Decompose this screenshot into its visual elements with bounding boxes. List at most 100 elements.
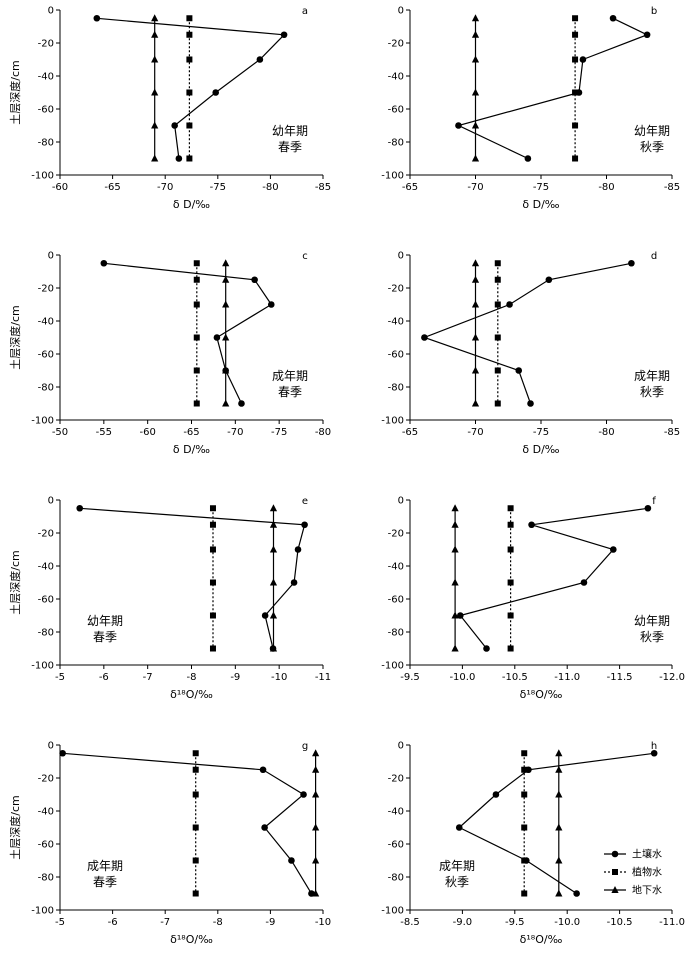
data-point-square <box>507 505 514 512</box>
x-tick-label: -7 <box>143 672 153 683</box>
data-point-circle <box>256 56 264 63</box>
data-point-triangle <box>222 300 230 308</box>
data-point-square <box>192 766 199 773</box>
panel-letter: a <box>302 6 308 17</box>
data-point-circle <box>580 579 588 586</box>
season-label: 春季 <box>278 140 302 154</box>
data-point-circle <box>290 579 298 586</box>
x-tick-label: -9.5 <box>400 672 420 683</box>
series-line-circle <box>96 17 286 159</box>
data-point-triangle <box>269 644 278 652</box>
season-label: 秋季 <box>640 630 664 644</box>
x-tick-label: -10.0 <box>449 672 475 683</box>
panel-letter: c <box>302 251 308 262</box>
data-point-triangle <box>312 749 320 757</box>
data-point-square <box>494 400 501 407</box>
data-point-circle <box>650 749 658 757</box>
data-point-triangle <box>555 765 563 773</box>
data-point-circle <box>100 259 108 267</box>
legend-label: 地下水 <box>632 884 662 897</box>
data-point-square <box>521 750 528 757</box>
x-tick-label: -75 <box>533 182 549 193</box>
y-tick-label: -80 <box>388 873 404 884</box>
data-point-circle <box>610 546 617 553</box>
y-tick-label: -60 <box>38 105 54 116</box>
series-line-circle <box>79 507 306 649</box>
x-tick-label: -65 <box>402 427 418 438</box>
data-point-triangle <box>151 121 159 129</box>
y-tick-label: -20 <box>388 284 404 295</box>
data-point-triangle <box>451 578 459 586</box>
x-tick-label: -70 <box>227 427 243 438</box>
data-point-square <box>193 367 200 374</box>
data-point-circle <box>251 276 258 284</box>
data-point-square <box>494 301 501 308</box>
y-tick-label: -40 <box>388 807 404 818</box>
y-tick-label: -60 <box>388 595 404 606</box>
data-point-circle <box>455 122 462 129</box>
data-point-triangle <box>451 545 459 553</box>
y-tick-label: -40 <box>38 562 54 573</box>
data-point-triangle <box>471 275 480 283</box>
data-point-triangle <box>471 154 480 162</box>
x-tick-label: -80 <box>598 182 614 193</box>
data-point-circle <box>300 791 307 798</box>
y-tick-label: 0 <box>48 741 54 752</box>
data-point-circle <box>545 276 553 284</box>
legend-marker-triangle <box>611 886 619 893</box>
data-point-square <box>186 89 193 96</box>
x-tick-label: -10.0 <box>554 917 580 928</box>
data-point-square <box>186 155 193 162</box>
y-tick-label: 0 <box>398 741 404 752</box>
data-point-circle <box>515 367 523 374</box>
data-point-circle <box>288 857 295 864</box>
x-axis-title: δ D/‰ <box>522 443 559 456</box>
data-point-circle <box>171 122 178 129</box>
x-tick-label: -9 <box>265 917 275 928</box>
data-point-circle <box>212 89 219 96</box>
y-tick-label: -40 <box>388 317 404 328</box>
data-point-triangle <box>269 504 278 512</box>
y-tick-label: -60 <box>38 350 54 361</box>
y-tick-label: -20 <box>38 284 54 295</box>
x-tick-label: -10 <box>315 917 331 928</box>
data-point-circle <box>238 400 245 407</box>
x-tick-label: -5 <box>55 672 65 683</box>
data-point-square <box>494 367 501 374</box>
data-point-circle <box>301 521 308 529</box>
data-point-triangle <box>451 504 459 512</box>
y-tick-label: 0 <box>398 496 404 507</box>
series-line-circle <box>459 507 648 649</box>
x-tick-label: -8.5 <box>400 917 420 928</box>
data-point-square <box>521 791 528 798</box>
x-tick-label: -85 <box>664 427 680 438</box>
data-point-square <box>494 260 501 267</box>
data-point-circle <box>527 400 534 407</box>
data-point-triangle <box>151 14 159 22</box>
legend-marker-square <box>612 869 618 875</box>
y-tick-label: -20 <box>388 774 404 785</box>
y-tick-label: -20 <box>388 529 404 540</box>
data-point-square <box>572 15 579 22</box>
y-tick-label: -100 <box>381 416 404 427</box>
stage-label: 成年期 <box>272 369 308 383</box>
x-tick-label: -65 <box>402 182 418 193</box>
data-point-triangle <box>555 889 563 897</box>
y-axis-title: 土层深度/cm <box>8 550 22 614</box>
x-tick-label: -65 <box>183 427 199 438</box>
data-point-triangle <box>222 399 230 407</box>
y-tick-label: -100 <box>381 171 404 182</box>
data-point-square <box>193 334 200 341</box>
season-label: 春季 <box>93 630 117 644</box>
data-point-triangle <box>312 823 320 831</box>
x-tick-label: -9 <box>230 672 240 683</box>
data-point-triangle <box>312 790 320 798</box>
data-point-triangle <box>269 611 278 619</box>
x-tick-label: -10.5 <box>607 917 633 928</box>
y-tick-label: -40 <box>38 317 54 328</box>
y-tick-label: 0 <box>48 496 54 507</box>
data-point-circle <box>457 612 464 619</box>
data-point-circle <box>294 546 302 553</box>
data-point-triangle <box>555 749 563 757</box>
data-point-square <box>186 56 193 63</box>
